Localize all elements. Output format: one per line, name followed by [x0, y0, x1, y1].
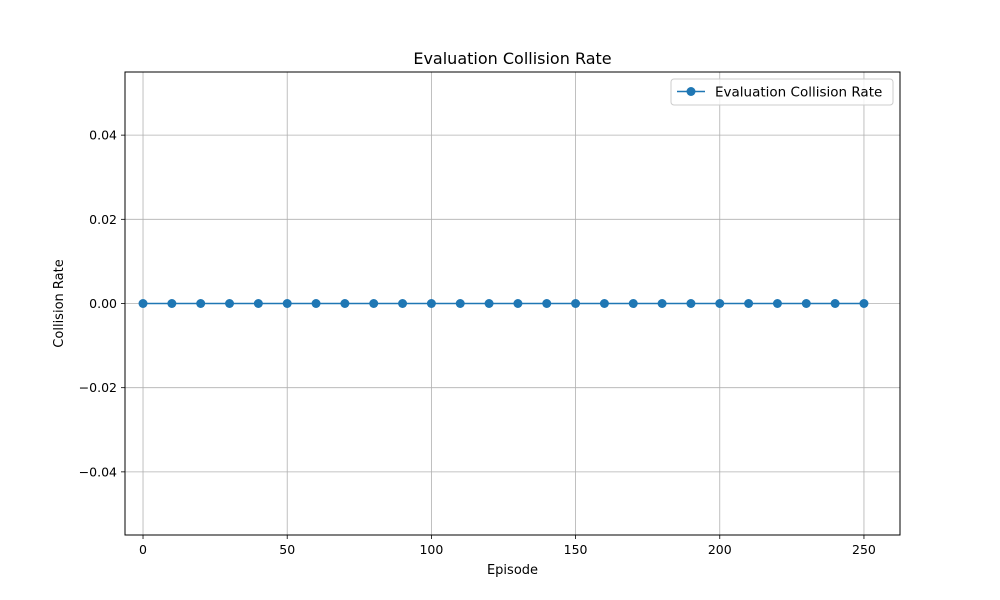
- data-point: [830, 299, 840, 308]
- data-point: [801, 299, 811, 308]
- data-point: [744, 299, 754, 308]
- data-point: [225, 299, 235, 308]
- legend-marker-swatch: [686, 87, 696, 96]
- data-point: [571, 299, 581, 308]
- y-tick-label: 0.04: [89, 128, 117, 143]
- data-point: [398, 299, 408, 308]
- data-point: [513, 299, 523, 308]
- legend-box: [670, 78, 894, 106]
- data-point: [426, 299, 436, 308]
- data-point: [138, 299, 148, 308]
- data-point: [772, 299, 782, 308]
- data-point: [253, 299, 263, 308]
- data-point: [167, 299, 177, 308]
- x-tick-label: 0: [139, 542, 147, 557]
- data-point: [311, 299, 321, 308]
- data-point: [599, 299, 609, 308]
- chart-title: Evaluation Collision Rate: [413, 49, 611, 68]
- x-tick-label: 150: [564, 542, 588, 557]
- data-point: [455, 299, 465, 308]
- x-axis-label: Episode: [487, 563, 538, 578]
- y-tick-label: −0.02: [79, 380, 117, 395]
- data-point: [369, 299, 379, 308]
- data-point: [628, 299, 638, 308]
- x-tick-label: 50: [279, 542, 295, 557]
- legend: Evaluation Collision Rate: [670, 78, 894, 106]
- x-tick-label: 100: [419, 542, 443, 557]
- x-tick-label: 250: [852, 542, 876, 557]
- y-tick-label: 0.00: [89, 296, 117, 311]
- legend-entry-label: Evaluation Collision Rate: [715, 85, 882, 101]
- data-point: [196, 299, 206, 308]
- y-tick-label: −0.04: [79, 464, 117, 479]
- y-tick-label: 0.02: [89, 212, 117, 227]
- data-point: [282, 299, 292, 308]
- axis-ticks: 0 50 100 150 200 250 −0.04 −0.02 0.00 0.02 0.04: [79, 128, 876, 557]
- data-point: [340, 299, 350, 308]
- data-point: [859, 299, 869, 308]
- data-point: [715, 299, 725, 308]
- data-point: [686, 299, 696, 308]
- data-point: [484, 299, 494, 308]
- y-axis-label: Collision Rate: [52, 259, 67, 347]
- data-point: [657, 299, 667, 308]
- x-tick-label: 200: [708, 542, 732, 557]
- data-series: [138, 299, 869, 308]
- data-point: [542, 299, 552, 308]
